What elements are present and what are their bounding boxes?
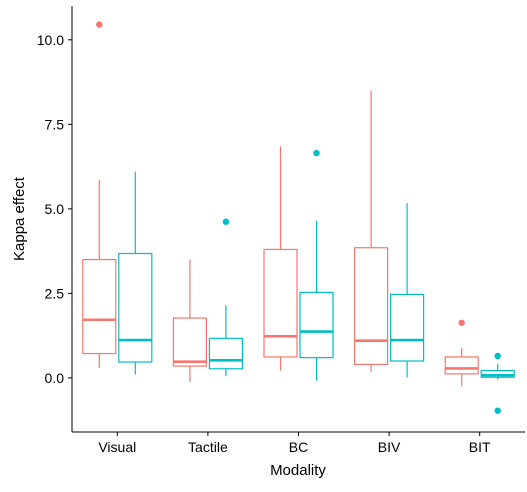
y-axis-ticks: 0.0 2.5 5.0 7.5 10.0 (37, 32, 72, 386)
outlier-point (458, 319, 465, 326)
x-tick-label: BC (289, 439, 308, 455)
box-iqr (444, 356, 479, 375)
box-group (444, 319, 479, 387)
x-tick-label: Visual (98, 439, 136, 455)
box-group (480, 352, 515, 414)
x-tick-label: Tactile (188, 439, 228, 455)
box-group (263, 146, 298, 371)
outlier-point (96, 21, 103, 28)
box-iqr (354, 247, 389, 365)
plot-marks (82, 21, 515, 414)
box-group (82, 21, 117, 368)
x-axis-ticks: Visual Tactile BC BIV BIT (98, 432, 491, 455)
outlier-point (494, 407, 501, 414)
box-iqr (208, 337, 243, 370)
outlier-point (494, 352, 501, 360)
x-axis-title: Modality (270, 462, 326, 479)
y-tick-label: 5.0 (45, 201, 65, 217)
outlier-point (222, 218, 230, 225)
x-tick-label: BIV (378, 439, 401, 455)
box-group (118, 171, 153, 375)
y-tick-label: 2.5 (45, 285, 65, 301)
axes: 0.0 2.5 5.0 7.5 10.0 Visual Tactile BC BIV BIT (37, 6, 525, 455)
y-axis-title: Kappa effect (11, 176, 28, 261)
box-group (299, 149, 334, 381)
outlier-point (313, 149, 320, 157)
box-group (208, 218, 243, 377)
box-iqr (118, 252, 153, 363)
box-iqr (390, 293, 425, 362)
box-iqr (263, 248, 298, 358)
box-iqr (480, 369, 515, 378)
box-group (390, 203, 425, 378)
box-group (354, 90, 389, 372)
box-iqr (82, 258, 117, 355)
box-iqr (172, 317, 207, 367)
y-tick-label: 7.5 (45, 116, 65, 132)
x-tick-label: BIT (469, 439, 491, 455)
box-group (172, 259, 207, 382)
box-iqr (299, 291, 334, 359)
y-tick-label: 0.0 (45, 370, 65, 386)
y-tick-label: 10.0 (37, 32, 64, 48)
